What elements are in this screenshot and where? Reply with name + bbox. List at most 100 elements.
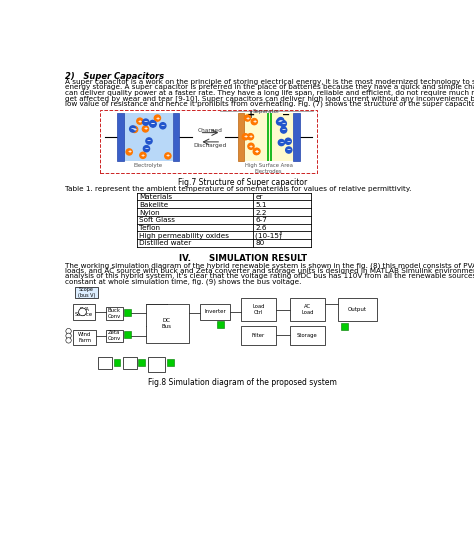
Text: −: − (151, 121, 155, 126)
Text: −: − (151, 122, 155, 127)
Text: +: + (247, 110, 255, 120)
Bar (100, 110, 317, 174)
Circle shape (143, 146, 150, 152)
Text: 2)   Super Capacitors: 2) Super Capacitors (65, 72, 164, 81)
Circle shape (140, 152, 146, 158)
Text: 2.2: 2.2 (255, 209, 267, 216)
Text: Discharged: Discharged (194, 143, 227, 148)
Text: +: + (143, 127, 147, 132)
Text: +: + (243, 134, 247, 139)
Text: −: − (161, 123, 165, 128)
Circle shape (66, 329, 71, 334)
Circle shape (165, 153, 171, 159)
Text: −: − (145, 146, 148, 151)
Text: Separator: Separator (253, 109, 280, 114)
Text: +: + (254, 149, 258, 154)
Bar (338, 298, 377, 321)
Bar (201, 304, 230, 320)
Text: Inverter: Inverter (204, 310, 226, 314)
Text: 3: 3 (279, 231, 282, 236)
Text: The working simulation diagram of the hybrid renewable system is shown in the fi: The working simulation diagram of the hy… (65, 262, 474, 268)
Circle shape (286, 147, 292, 153)
Bar (341, 323, 347, 330)
Bar (290, 298, 325, 321)
Bar (237, 113, 244, 161)
Text: Distilled water: Distilled water (139, 240, 191, 246)
Text: −: − (279, 118, 283, 123)
Bar (106, 307, 123, 320)
Text: can deliver quality power at a faster rate. They have a long life span, reliable: can deliver quality power at a faster ra… (65, 90, 474, 96)
Text: Scope
(bus V): Scope (bus V) (78, 287, 95, 298)
Circle shape (155, 115, 161, 121)
Bar (217, 321, 224, 328)
Text: PVA
Source: PVA Source (75, 306, 93, 318)
Text: +: + (166, 153, 170, 158)
Text: −: − (144, 120, 148, 125)
Circle shape (242, 134, 248, 140)
Text: energy storage. A super capacitor is preferred in the place of batteries because: energy storage. A super capacitor is pre… (65, 85, 474, 90)
Bar (241, 298, 276, 321)
Bar (267, 113, 268, 161)
Circle shape (137, 118, 143, 124)
Text: Teflon: Teflon (139, 225, 160, 231)
Text: Storage: Storage (297, 333, 318, 338)
Bar (124, 331, 131, 338)
Circle shape (131, 127, 138, 133)
Bar (293, 113, 300, 161)
Text: Soft Glass: Soft Glass (139, 217, 175, 223)
Text: −: − (278, 119, 282, 124)
Bar (98, 357, 112, 369)
Circle shape (160, 123, 166, 129)
Text: +: + (249, 144, 253, 149)
Text: Filter: Filter (252, 333, 265, 338)
Bar (118, 113, 124, 161)
Bar (73, 304, 95, 320)
Text: −: − (286, 139, 290, 144)
Circle shape (281, 127, 287, 133)
Text: loads, and AC source with buck and Zeta converter and storage units is designed : loads, and AC source with buck and Zeta … (65, 268, 474, 273)
Bar (138, 359, 145, 366)
Circle shape (143, 119, 149, 125)
Text: −: − (279, 140, 283, 145)
Text: +: + (255, 149, 259, 154)
Text: Output: Output (348, 307, 367, 312)
Bar (106, 330, 123, 342)
Text: −: − (131, 127, 135, 132)
Text: Table 1. represent the ambient temperature of somematerials for values of relati: Table 1. represent the ambient temperatu… (65, 186, 412, 192)
Text: +: + (127, 150, 131, 155)
Bar (173, 113, 179, 161)
Circle shape (251, 119, 257, 125)
Circle shape (66, 333, 71, 338)
Text: −: − (287, 147, 291, 152)
Text: constant at whole simulation time, fig. (9) shows the bus voltage.: constant at whole simulation time, fig. … (65, 279, 302, 285)
Circle shape (129, 126, 136, 132)
Circle shape (253, 148, 259, 155)
Text: 5.1: 5.1 (255, 202, 267, 208)
Text: Bakelite: Bakelite (139, 202, 168, 208)
Text: low value of resistance and hence it prohibits from overheating. Fig. (7) shows : low value of resistance and hence it pro… (65, 101, 474, 108)
Text: Fig.7 Structure of Super capacitor: Fig.7 Structure of Super capacitor (178, 178, 308, 187)
Text: Zeta
Conv: Zeta Conv (108, 330, 121, 341)
Text: Charged: Charged (198, 128, 223, 133)
Text: +: + (138, 119, 142, 124)
Text: Load
Ctrl: Load Ctrl (252, 304, 264, 315)
Bar (146, 304, 189, 343)
Text: 2.6: 2.6 (255, 225, 267, 231)
Text: Buck
Conv: Buck Conv (108, 308, 121, 319)
Circle shape (126, 149, 132, 155)
Circle shape (285, 138, 292, 144)
Text: High permeability oxides: High permeability oxides (139, 233, 229, 239)
Text: IV.      SIMULATION RESULT: IV. SIMULATION RESULT (179, 254, 307, 263)
Text: −: − (282, 128, 286, 133)
Text: Fig.8 Simulation diagram of the proposed system: Fig.8 Simulation diagram of the proposed… (148, 378, 337, 387)
Text: Nylon: Nylon (139, 209, 160, 216)
Text: (10-15): (10-15) (255, 233, 284, 239)
Circle shape (248, 143, 254, 150)
Text: −: − (281, 121, 285, 126)
Circle shape (150, 121, 156, 127)
Text: +: + (248, 134, 253, 139)
Bar (167, 359, 174, 366)
Text: 6-7: 6-7 (255, 217, 267, 223)
Text: A super capacitor is a work on the principle of storing electrical energy, it is: A super capacitor is a work on the princ… (65, 79, 474, 85)
Text: High Surface Area
Electrodes: High Surface Area Electrodes (245, 164, 292, 174)
